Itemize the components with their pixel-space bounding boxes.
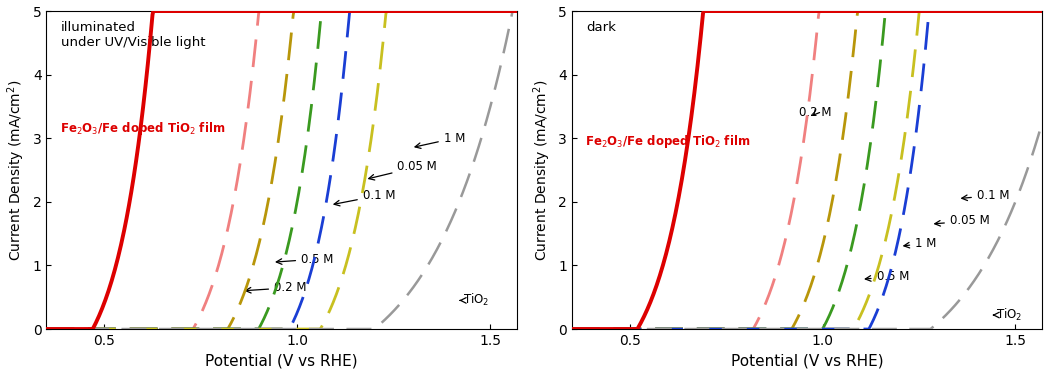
Text: dark: dark [586,21,616,34]
Text: illuminated
under UV/Visible light: illuminated under UV/Visible light [61,21,205,49]
X-axis label: Potential (V vs RHE): Potential (V vs RHE) [205,353,358,368]
Y-axis label: Current Density (mA/cm$^2$): Current Density (mA/cm$^2$) [5,79,27,261]
Text: 0.5 M: 0.5 M [866,270,909,283]
Text: 0.2 M: 0.2 M [800,106,832,119]
Text: 0.5 M: 0.5 M [277,252,333,266]
X-axis label: Potential (V vs RHE): Potential (V vs RHE) [730,353,883,368]
Y-axis label: Current Density (mA/cm$^2$): Current Density (mA/cm$^2$) [531,79,552,261]
Text: TiO$_2$: TiO$_2$ [994,307,1023,323]
Text: 0.1 M: 0.1 M [962,189,1009,202]
Text: 1 M: 1 M [415,132,465,148]
Text: 0.1 M: 0.1 M [334,189,395,206]
Text: 0.2 M: 0.2 M [245,281,306,294]
Text: Fe$_2$O$_3$/Fe doped TiO$_2$ film: Fe$_2$O$_3$/Fe doped TiO$_2$ film [60,120,225,137]
Text: 0.05 M: 0.05 M [369,160,437,180]
Text: TiO$_2$: TiO$_2$ [460,292,489,309]
Text: 1 M: 1 M [903,237,937,250]
Text: Fe$_2$O$_3$/Fe doped TiO$_2$ film: Fe$_2$O$_3$/Fe doped TiO$_2$ film [586,133,750,150]
Text: 0.05 M: 0.05 M [935,214,989,227]
